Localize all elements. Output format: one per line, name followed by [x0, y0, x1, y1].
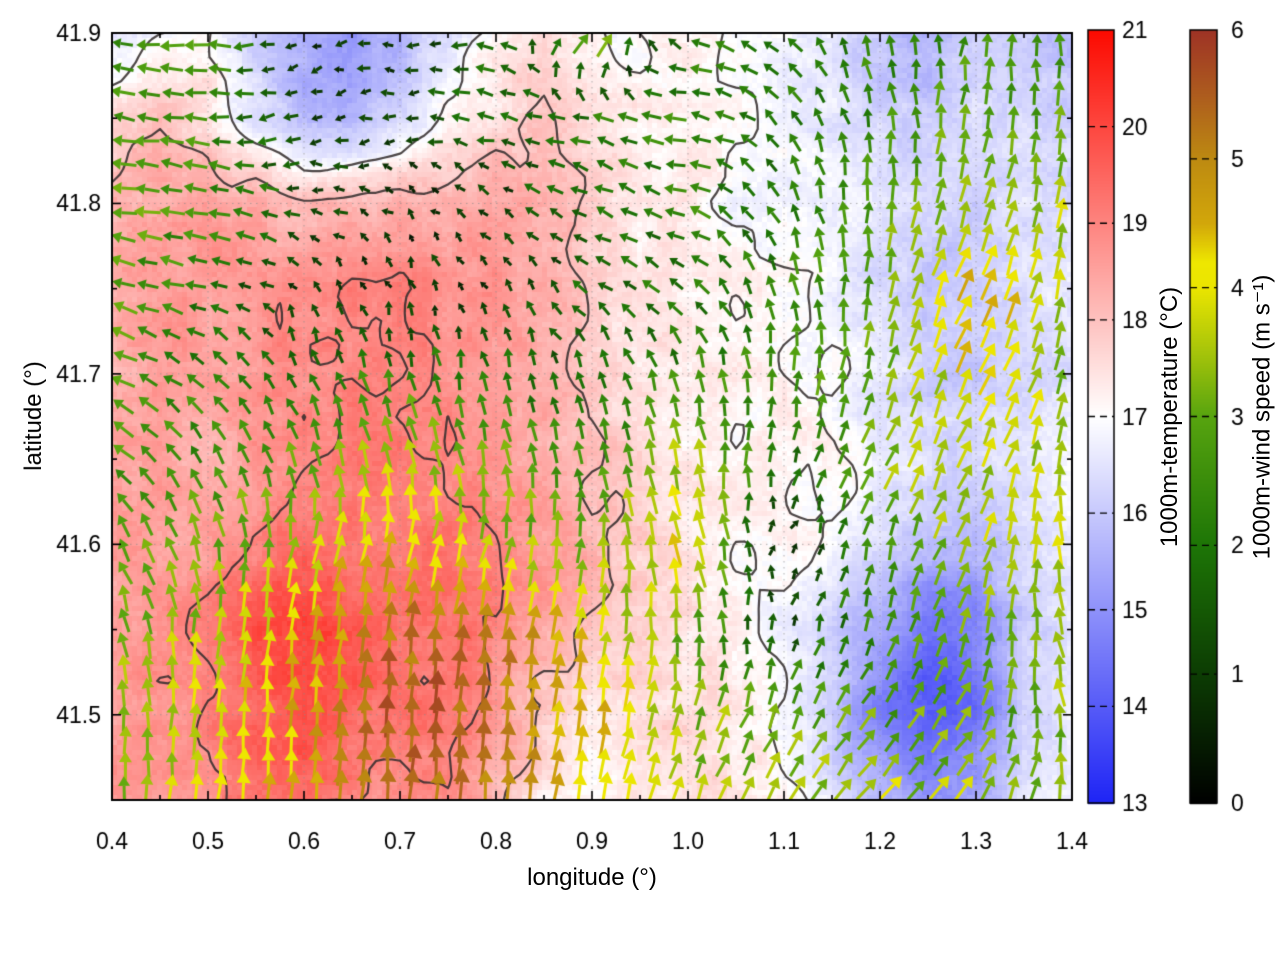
wind-colorbar-title: 1000m-wind speed (m s⁻¹): [1248, 274, 1276, 560]
temperature-colorbar-title: 1000m-temperature (°C): [1156, 286, 1183, 548]
y-axis-title: latitude (°): [20, 361, 47, 471]
x-axis-title: longitude (°): [527, 864, 657, 891]
